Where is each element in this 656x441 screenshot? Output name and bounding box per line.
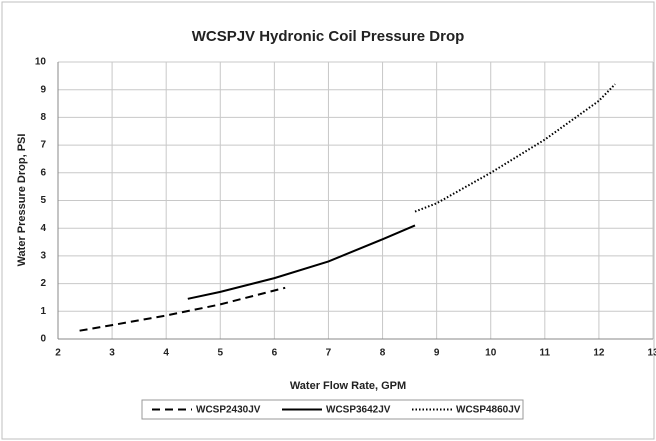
y-tick-label: 6 [40,167,46,178]
y-tick-label: 3 [40,251,46,262]
y-tick-label: 10 [35,57,47,68]
y-tick-label: 7 [40,140,46,151]
x-tick-label: 6 [272,348,278,359]
y-tick-label: 1 [40,306,46,317]
x-tick-label: 9 [434,348,440,359]
x-tick-label: 11 [540,348,551,359]
line-series [79,286,286,332]
y-tick-label: 2 [40,278,46,289]
legend-label: WCSP3642JV [326,405,391,416]
x-tick-label: 2 [55,348,61,359]
x-tick-label: 4 [163,348,169,359]
x-tick-label: 5 [217,348,223,359]
y-axis-label: Water Pressure Drop, PSI [16,134,28,267]
x-tick-label: 3 [109,348,115,359]
x-axis-label: Water Flow Rate, GPM [290,380,406,392]
x-tick-label: 10 [485,348,497,359]
x-tick-label: 12 [593,348,605,359]
y-tick-label: 8 [40,112,46,123]
line-series [414,83,616,213]
chart-title: WCSPJV Hydronic Coil Pressure Drop [192,28,465,45]
x-tick-label: 7 [326,348,332,359]
line-series [187,224,416,300]
y-tick-label: 5 [40,195,46,206]
y-tick-label: 4 [40,223,46,234]
x-tick-label: 8 [380,348,386,359]
x-tick-label: 13 [647,348,656,359]
y-tick-label: 0 [40,334,46,345]
legend-label: WCSP4860JV [456,405,521,416]
y-tick-label: 9 [40,84,46,95]
legend-label: WCSP2430JV [196,405,261,416]
legend-box [141,399,524,420]
